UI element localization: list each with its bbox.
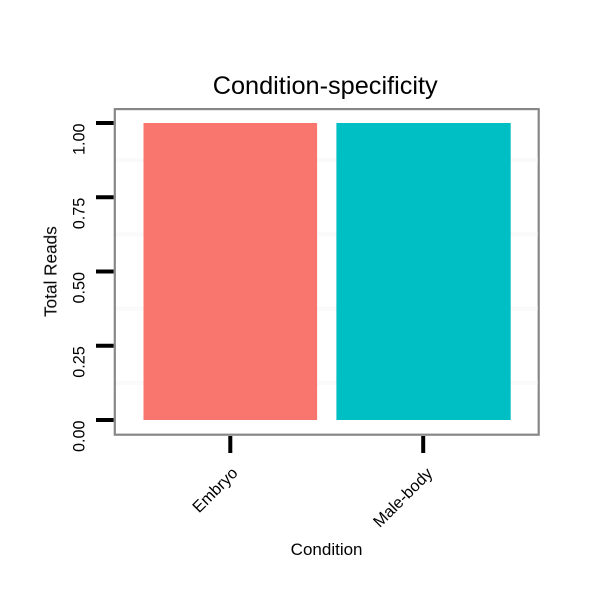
svg-text:0.50: 0.50 [71, 272, 89, 304]
svg-text:0.75: 0.75 [71, 198, 89, 230]
svg-text:0.25: 0.25 [71, 346, 89, 378]
svg-text:Condition-specificity: Condition-specificity [213, 72, 438, 100]
svg-text:Condition: Condition [291, 540, 363, 559]
svg-text:1.00: 1.00 [71, 124, 89, 156]
svg-text:0.00: 0.00 [71, 421, 89, 453]
svg-text:Total Reads: Total Reads [41, 226, 61, 317]
